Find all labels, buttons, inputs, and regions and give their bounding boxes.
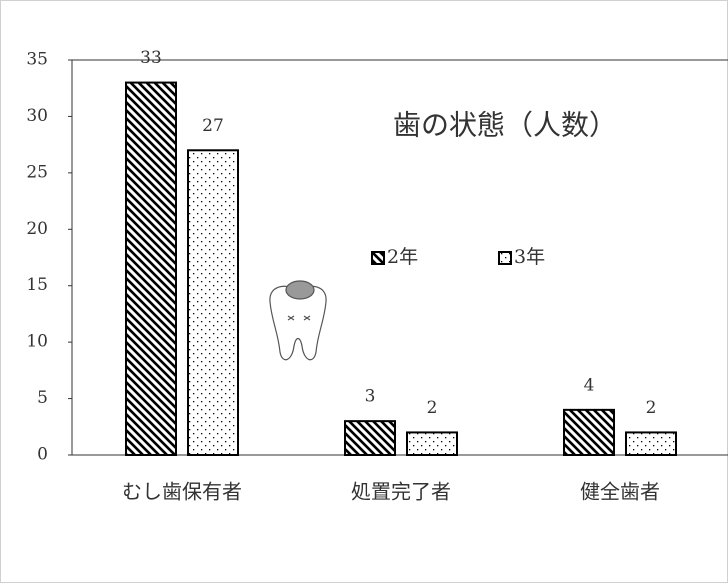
value-label: 27 [202, 116, 224, 136]
y-tick-label: 25 [26, 162, 48, 182]
y-tick-label: 10 [26, 332, 48, 352]
y-tick-label: 20 [26, 219, 48, 239]
x-tick-label: 健全歯者 [580, 480, 660, 504]
bar [406, 431, 458, 456]
bar [125, 81, 177, 456]
legend-label: 3年 [514, 246, 545, 268]
bar [563, 408, 615, 457]
value-label: 3 [365, 387, 376, 407]
x-tick-label: 処置完了者 [351, 480, 451, 504]
legend-marker [498, 251, 512, 265]
bar [187, 149, 239, 457]
value-label: 33 [140, 48, 162, 68]
y-tick-label: 35 [26, 50, 48, 70]
bar [344, 420, 396, 456]
chart-title: 歯の状態（人数） [393, 109, 617, 142]
value-label: 2 [427, 398, 438, 418]
x-tick-label: むし歯保有者 [122, 480, 242, 504]
tooth-illustration [269, 280, 327, 361]
y-tick-label: 0 [37, 445, 48, 465]
bar [625, 431, 677, 456]
legend-label: 2年 [387, 246, 418, 268]
y-tick-label: 15 [26, 275, 48, 295]
value-label: 2 [646, 398, 657, 418]
y-tick-label: 30 [26, 106, 48, 126]
legend-marker [371, 251, 385, 265]
y-tick-label: 5 [37, 388, 48, 408]
value-label: 4 [584, 375, 595, 395]
